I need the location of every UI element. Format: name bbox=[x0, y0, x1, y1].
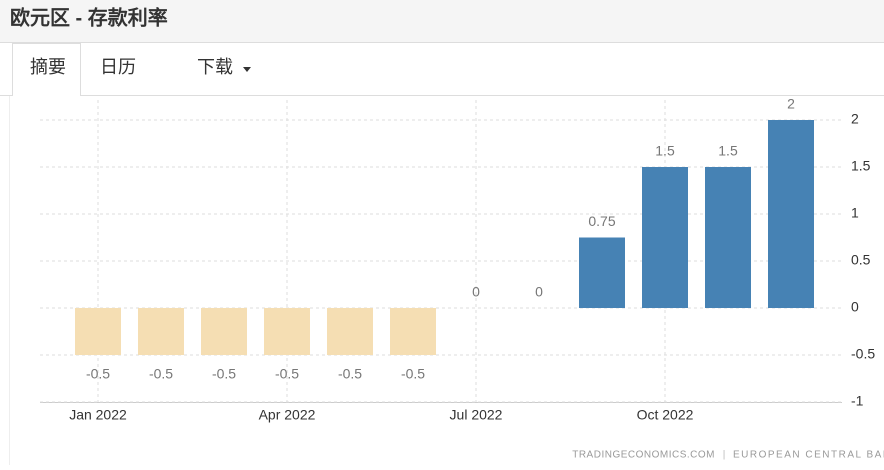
y-tick-label: -0.5 bbox=[851, 346, 875, 362]
value-label: -0.5 bbox=[338, 366, 362, 382]
value-label: 1.5 bbox=[655, 143, 675, 159]
chart: -1 -0.5 0 0.5 1 1.5 2 Jan 2022 Apr 2022 Jul 2022 O… bbox=[40, 96, 884, 461]
bar bbox=[390, 308, 436, 355]
source-separator: | bbox=[723, 450, 726, 461]
value-label: 0 bbox=[472, 284, 480, 300]
value-label: 1.5 bbox=[718, 143, 738, 159]
x-tick-label: Oct 2022 bbox=[637, 407, 694, 423]
dropdown-caret[interactable] bbox=[243, 67, 251, 72]
bar bbox=[264, 308, 310, 355]
tab[interactable]: 日历 bbox=[100, 57, 136, 77]
value-label: -0.5 bbox=[212, 366, 236, 382]
bar bbox=[138, 308, 184, 355]
bar bbox=[201, 308, 247, 355]
value-label: -0.5 bbox=[401, 366, 425, 382]
bar bbox=[75, 308, 121, 355]
value-label: 2 bbox=[787, 96, 795, 112]
bar bbox=[642, 167, 688, 308]
y-tick-label: 2 bbox=[851, 111, 859, 127]
value-label: -0.5 bbox=[149, 366, 173, 382]
bar bbox=[705, 167, 751, 308]
y-tick-label: 1.5 bbox=[851, 158, 871, 174]
y-tick-label: 1 bbox=[851, 205, 859, 221]
x-tick-label: Apr 2022 bbox=[259, 407, 316, 423]
y-tick-label: 0.5 bbox=[851, 252, 871, 268]
value-label: -0.5 bbox=[275, 366, 299, 382]
tab-cover bbox=[13, 90, 80, 98]
bar bbox=[327, 308, 373, 355]
value-label: 0.75 bbox=[588, 213, 615, 229]
tab[interactable]: 摘要 bbox=[30, 57, 66, 77]
y-tick-label: 0 bbox=[851, 299, 859, 315]
bar bbox=[768, 120, 814, 308]
x-tick-label: Jul 2022 bbox=[450, 407, 503, 423]
bar bbox=[579, 237, 625, 308]
tab[interactable]: 下载 bbox=[197, 57, 233, 77]
source: TRADINGECONOMICS.COM bbox=[572, 450, 715, 461]
source: EUROPEAN CENTRAL BANK bbox=[733, 450, 884, 461]
y-tick-label: -1 bbox=[851, 393, 864, 409]
x-tick-label: Jan 2022 bbox=[69, 407, 127, 423]
value-label: -0.5 bbox=[86, 366, 110, 382]
value-label: 0 bbox=[535, 284, 543, 300]
active-tab[interactable] bbox=[12, 43, 81, 97]
title-bar bbox=[0, 0, 884, 42]
page-title: 欧元区 - 存款利率 bbox=[10, 5, 168, 29]
